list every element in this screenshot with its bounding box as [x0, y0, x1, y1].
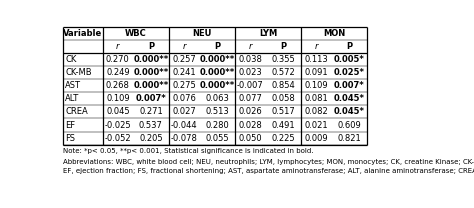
Text: 0.000**: 0.000** [133, 68, 169, 77]
Text: 0.026: 0.026 [238, 107, 262, 116]
Text: 0.077: 0.077 [238, 94, 262, 103]
Text: 0.205: 0.205 [139, 134, 163, 143]
Text: 0.821: 0.821 [337, 134, 361, 143]
Text: 0.271: 0.271 [139, 107, 163, 116]
Text: r: r [248, 42, 252, 51]
Text: 0.021: 0.021 [304, 121, 328, 130]
Text: Note: *p< 0.05, **p< 0.001, Statistical significance is indicated in bold.: Note: *p< 0.05, **p< 0.001, Statistical … [63, 148, 313, 154]
Text: 0.572: 0.572 [271, 68, 295, 77]
Text: MON: MON [323, 29, 345, 38]
Text: 0.225: 0.225 [271, 134, 295, 143]
Text: EF, ejection fraction; FS, fractional shortening; AST, aspartate aminotransferas: EF, ejection fraction; FS, fractional sh… [63, 168, 474, 174]
Text: 0.027: 0.027 [172, 107, 196, 116]
Text: 0.109: 0.109 [106, 94, 130, 103]
Text: ALT: ALT [65, 94, 79, 103]
Text: Variable: Variable [63, 29, 102, 38]
Text: 0.513: 0.513 [205, 107, 229, 116]
Text: CK-MB: CK-MB [65, 68, 92, 77]
Text: 0.050: 0.050 [238, 134, 262, 143]
Text: 0.045*: 0.045* [334, 94, 365, 103]
Text: EF: EF [65, 121, 75, 130]
Text: WBC: WBC [125, 29, 146, 38]
Text: r: r [182, 42, 186, 51]
Text: Abbreviations: WBC, white blood cell; NEU, neutrophils; LYM, lymphocytes; MON, m: Abbreviations: WBC, white blood cell; NE… [63, 159, 474, 165]
Text: AST: AST [65, 81, 81, 90]
Text: 0.058: 0.058 [271, 94, 295, 103]
Text: 0.000**: 0.000** [200, 81, 235, 90]
Text: 0.000**: 0.000** [133, 55, 169, 64]
Text: P: P [214, 42, 220, 51]
Text: 0.005*: 0.005* [334, 55, 365, 64]
Text: 0.609: 0.609 [337, 121, 361, 130]
Text: 0.023: 0.023 [238, 68, 262, 77]
Text: NEU: NEU [192, 29, 211, 38]
Text: LYM: LYM [259, 29, 277, 38]
Text: P: P [148, 42, 154, 51]
Text: CK: CK [65, 55, 76, 64]
Text: 0.491: 0.491 [271, 121, 295, 130]
Text: 0.270: 0.270 [106, 55, 130, 64]
Text: -0.007: -0.007 [237, 81, 264, 90]
Text: P: P [280, 42, 286, 51]
Text: 0.076: 0.076 [172, 94, 196, 103]
Text: r: r [116, 42, 119, 51]
Text: -0.052: -0.052 [105, 134, 131, 143]
Text: 0.275: 0.275 [172, 81, 196, 90]
Text: 0.007*: 0.007* [136, 94, 166, 103]
Text: 0.063: 0.063 [205, 94, 229, 103]
Text: -0.078: -0.078 [171, 134, 197, 143]
Text: 0.113: 0.113 [304, 55, 328, 64]
Text: 0.854: 0.854 [271, 81, 295, 90]
Text: 0.045: 0.045 [106, 107, 130, 116]
Text: 0.045*: 0.045* [334, 107, 365, 116]
Text: 0.241: 0.241 [172, 68, 196, 77]
Text: 0.268: 0.268 [106, 81, 130, 90]
Text: FS: FS [65, 134, 75, 143]
Text: 0.355: 0.355 [271, 55, 295, 64]
Text: 0.055: 0.055 [205, 134, 229, 143]
Text: 0.081: 0.081 [304, 94, 328, 103]
Text: 0.517: 0.517 [271, 107, 295, 116]
Text: 0.000**: 0.000** [200, 68, 235, 77]
Text: 0.280: 0.280 [205, 121, 229, 130]
Text: 0.537: 0.537 [139, 121, 163, 130]
Text: 0.009: 0.009 [304, 134, 328, 143]
Text: 0.249: 0.249 [106, 68, 130, 77]
Text: P: P [346, 42, 352, 51]
Text: 0.082: 0.082 [304, 107, 328, 116]
Text: 0.000**: 0.000** [200, 55, 235, 64]
Text: 0.109: 0.109 [304, 81, 328, 90]
Text: -0.044: -0.044 [171, 121, 197, 130]
Text: CREA: CREA [65, 107, 88, 116]
Text: 0.038: 0.038 [238, 55, 262, 64]
Text: -0.025: -0.025 [105, 121, 131, 130]
Text: 0.025*: 0.025* [334, 68, 365, 77]
Text: 0.028: 0.028 [238, 121, 262, 130]
Text: r: r [314, 42, 318, 51]
Text: 0.000**: 0.000** [133, 81, 169, 90]
Text: 0.091: 0.091 [304, 68, 328, 77]
Text: 0.257: 0.257 [172, 55, 196, 64]
Text: 0.007*: 0.007* [334, 81, 365, 90]
